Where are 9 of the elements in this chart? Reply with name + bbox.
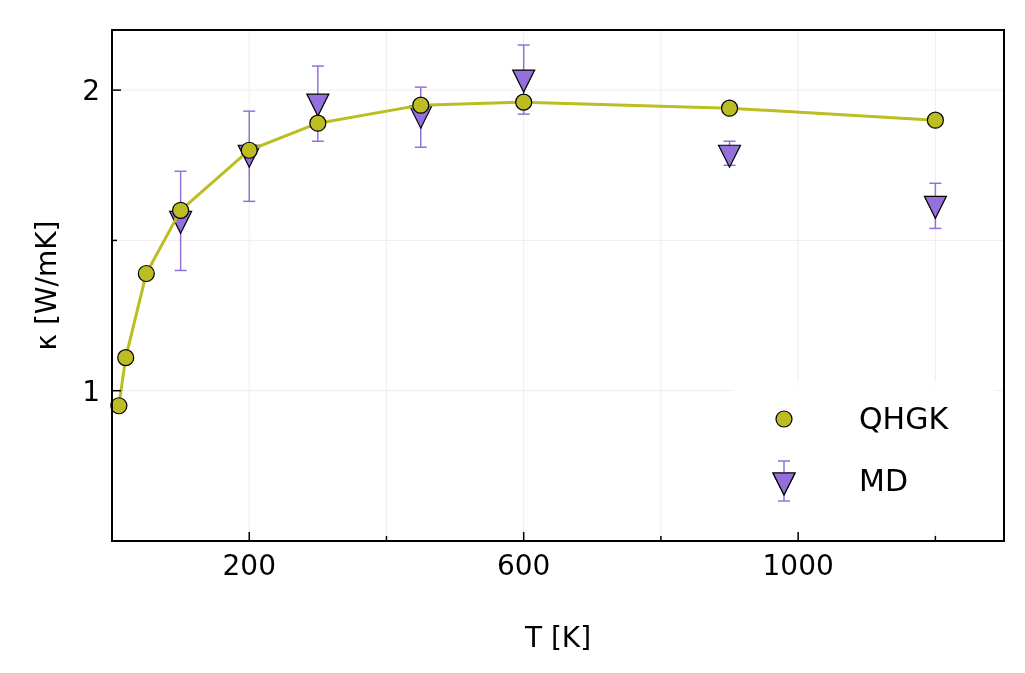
x-tick-label: 600: [496, 549, 551, 582]
x-axis-title: T [K]: [523, 621, 592, 654]
x-tick-label: 1000: [762, 549, 834, 582]
x-tick-label: 200: [222, 549, 276, 582]
legend-label: QHGK: [859, 401, 950, 436]
y-axis-title: κ [W/mK]: [30, 220, 63, 351]
y-tick-label: 2: [82, 74, 100, 108]
legend-label: MD: [859, 463, 908, 498]
y-tick-label: 1: [82, 374, 100, 408]
